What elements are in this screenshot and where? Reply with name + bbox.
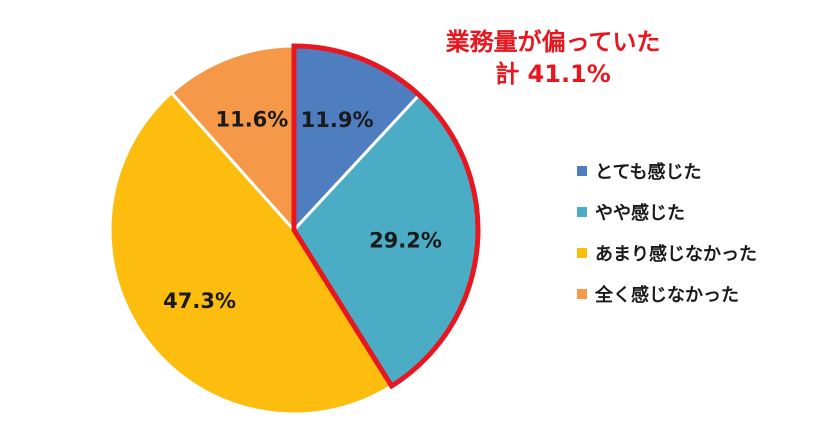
- slice-value-label-4: 11.6%: [215, 108, 288, 132]
- slice-value-label-1: 11.9%: [301, 108, 374, 132]
- legend-swatch-1: [577, 166, 587, 176]
- legend-label-3: あまり感じなかった: [595, 243, 757, 265]
- legend-swatch-2: [577, 207, 587, 217]
- slice-value-label-3: 47.3%: [163, 289, 236, 313]
- slice-labels: 11.9% 29.2% 47.3% 11.6%: [163, 108, 442, 313]
- legend-label-1: とても感じた: [595, 161, 702, 183]
- pie-slice-4: [169, 44, 296, 234]
- legend-label-2: やや感じた: [595, 202, 685, 224]
- legend-swatch-4: [577, 289, 587, 299]
- highlight-total: 計 41.1%: [495, 60, 611, 88]
- highlight-title: 業務量が偏っていた: [446, 28, 661, 56]
- highlight-border: [291, 43, 481, 390]
- legend-swatch-3: [577, 248, 587, 258]
- pie-slices: [108, 44, 480, 416]
- legend-label-4: 全く感じなかった: [594, 284, 739, 306]
- slice-value-label-2: 29.2%: [369, 229, 442, 253]
- pie-slice-3: [108, 90, 394, 416]
- highlight-group: [291, 43, 481, 390]
